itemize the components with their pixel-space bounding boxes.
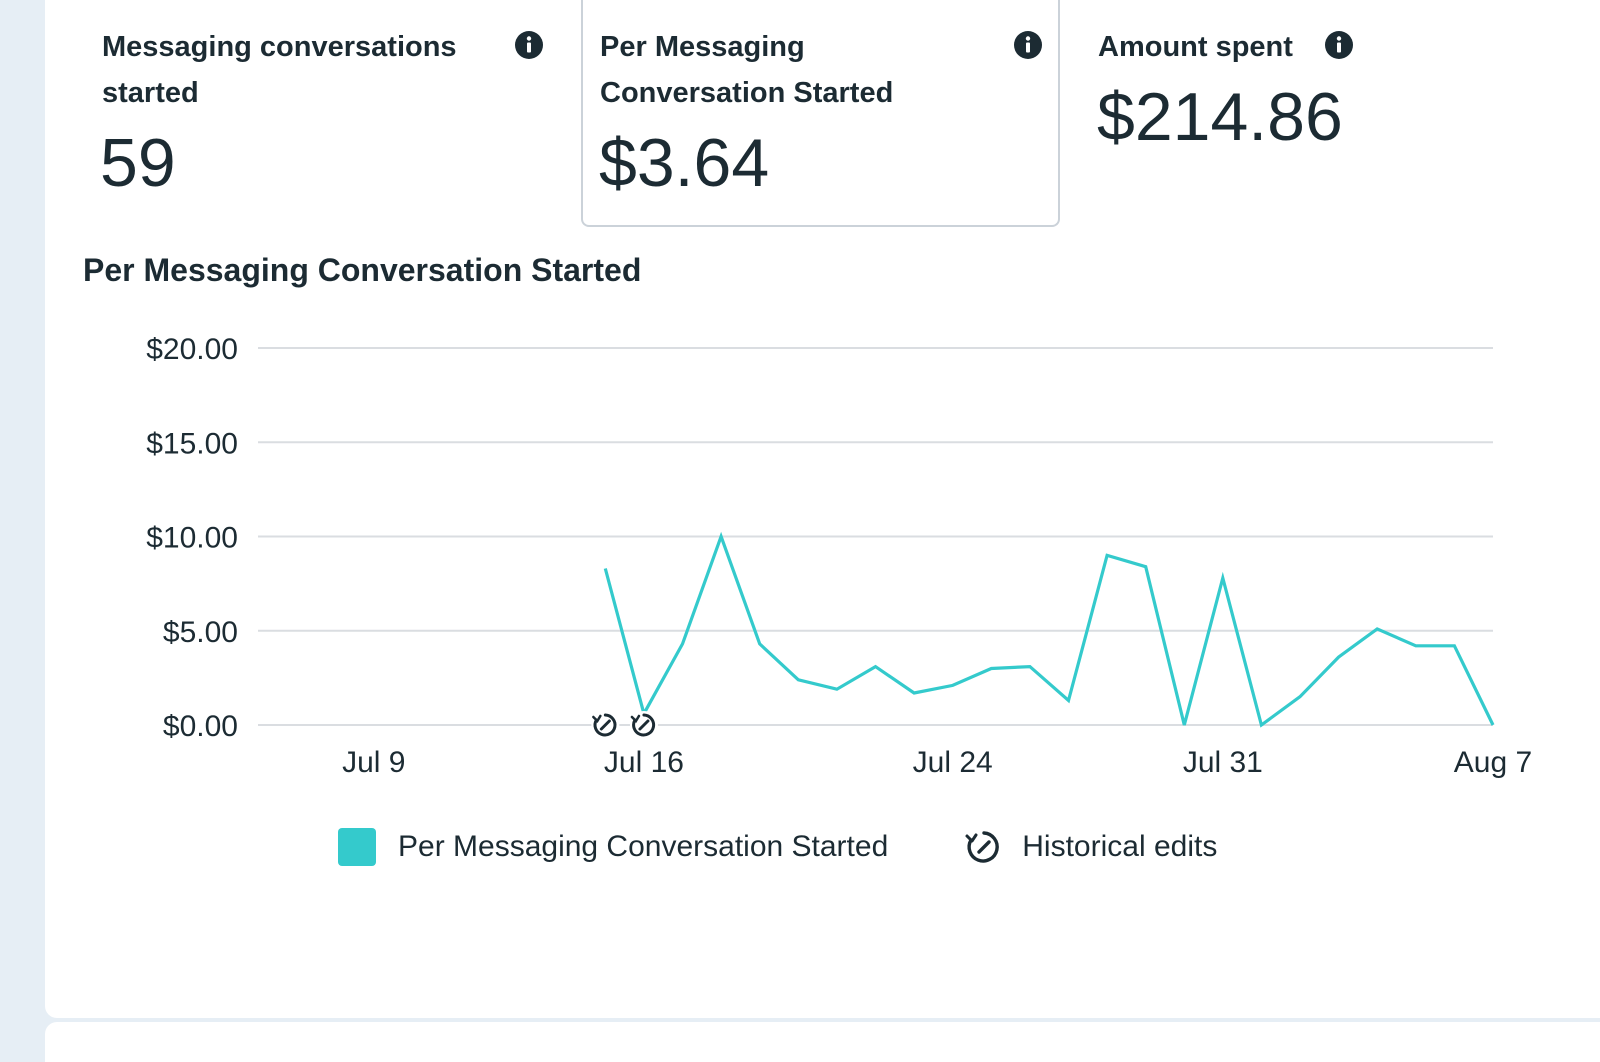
data-point[interactable] (985, 662, 997, 674)
legend-series-label[interactable]: Per Messaging Conversation Started (398, 830, 889, 863)
x-tick-label: Jul 9 (342, 746, 405, 779)
chart-title: Per Messaging Conversation Started (83, 252, 642, 288)
data-point[interactable] (1333, 651, 1345, 663)
data-point[interactable] (754, 638, 766, 650)
data-point[interactable] (792, 674, 804, 686)
series-line[interactable] (603, 531, 1495, 728)
data-point[interactable] (677, 638, 689, 650)
metric-cost-per-conversation[interactable]: Per Messaging Conversation Started $3.64 (581, 0, 1060, 227)
data-point[interactable] (1410, 640, 1422, 652)
metric-conversations-started[interactable]: Messaging conversations started 59 (85, 0, 565, 220)
data-point[interactable] (1024, 661, 1036, 673)
data-point[interactable] (1178, 719, 1190, 731)
data-point[interactable] (1487, 719, 1499, 731)
metric-label-line1: Per Messaging (600, 31, 805, 63)
metric-label-line1: Messaging conversations (102, 31, 457, 63)
metric-amount-spent[interactable]: Amount spent $214.86 (1080, 0, 1560, 220)
data-point[interactable] (599, 563, 611, 575)
y-tick-label: $20.00 (146, 333, 238, 366)
legend-swatch[interactable] (338, 828, 376, 866)
data-point[interactable] (1255, 719, 1267, 731)
y-tick-label: $5.00 (163, 616, 238, 649)
info-icon[interactable] (515, 31, 543, 59)
info-icon[interactable] (1014, 31, 1042, 59)
data-point[interactable] (715, 531, 727, 543)
legend-edits-label[interactable]: Historical edits (1022, 830, 1218, 863)
data-point[interactable] (870, 661, 882, 673)
x-tick-label: Jul 24 (913, 746, 993, 779)
data-point[interactable] (947, 679, 959, 691)
metric-label-line2: Conversation Started (600, 77, 894, 109)
y-tick-label: $0.00 (163, 710, 238, 743)
info-icon[interactable] (1325, 31, 1353, 59)
y-tick-label: $10.00 (146, 522, 238, 555)
data-point[interactable] (1371, 623, 1383, 635)
metric-label-line1: Amount spent (1098, 31, 1293, 63)
y-tick-label: $15.00 (146, 427, 238, 460)
data-point[interactable] (1217, 572, 1229, 584)
x-tick-label: Jul 31 (1183, 746, 1263, 779)
results-card (45, 0, 1600, 1018)
x-tick-label: Jul 16 (604, 746, 684, 779)
metric-value: $3.64 (599, 125, 770, 201)
historical-edit-icon[interactable] (629, 711, 658, 739)
historical-edit-icon[interactable] (591, 711, 620, 739)
data-point[interactable] (1448, 640, 1460, 652)
metric-value: 59 (100, 125, 176, 201)
data-point[interactable] (1101, 549, 1113, 561)
x-tick-label: Aug 7 (1454, 746, 1532, 779)
data-point[interactable] (831, 683, 843, 695)
metric-label-line2: started (102, 77, 199, 109)
chart-legend: Per Messaging Conversation Started Histo… (338, 822, 1217, 872)
data-point[interactable] (908, 687, 920, 699)
data-point[interactable] (1294, 691, 1306, 703)
metric-value: $214.86 (1097, 79, 1343, 155)
historical-edit-icon[interactable] (964, 827, 1004, 867)
data-point[interactable] (1140, 561, 1152, 573)
data-point[interactable] (1062, 694, 1074, 706)
